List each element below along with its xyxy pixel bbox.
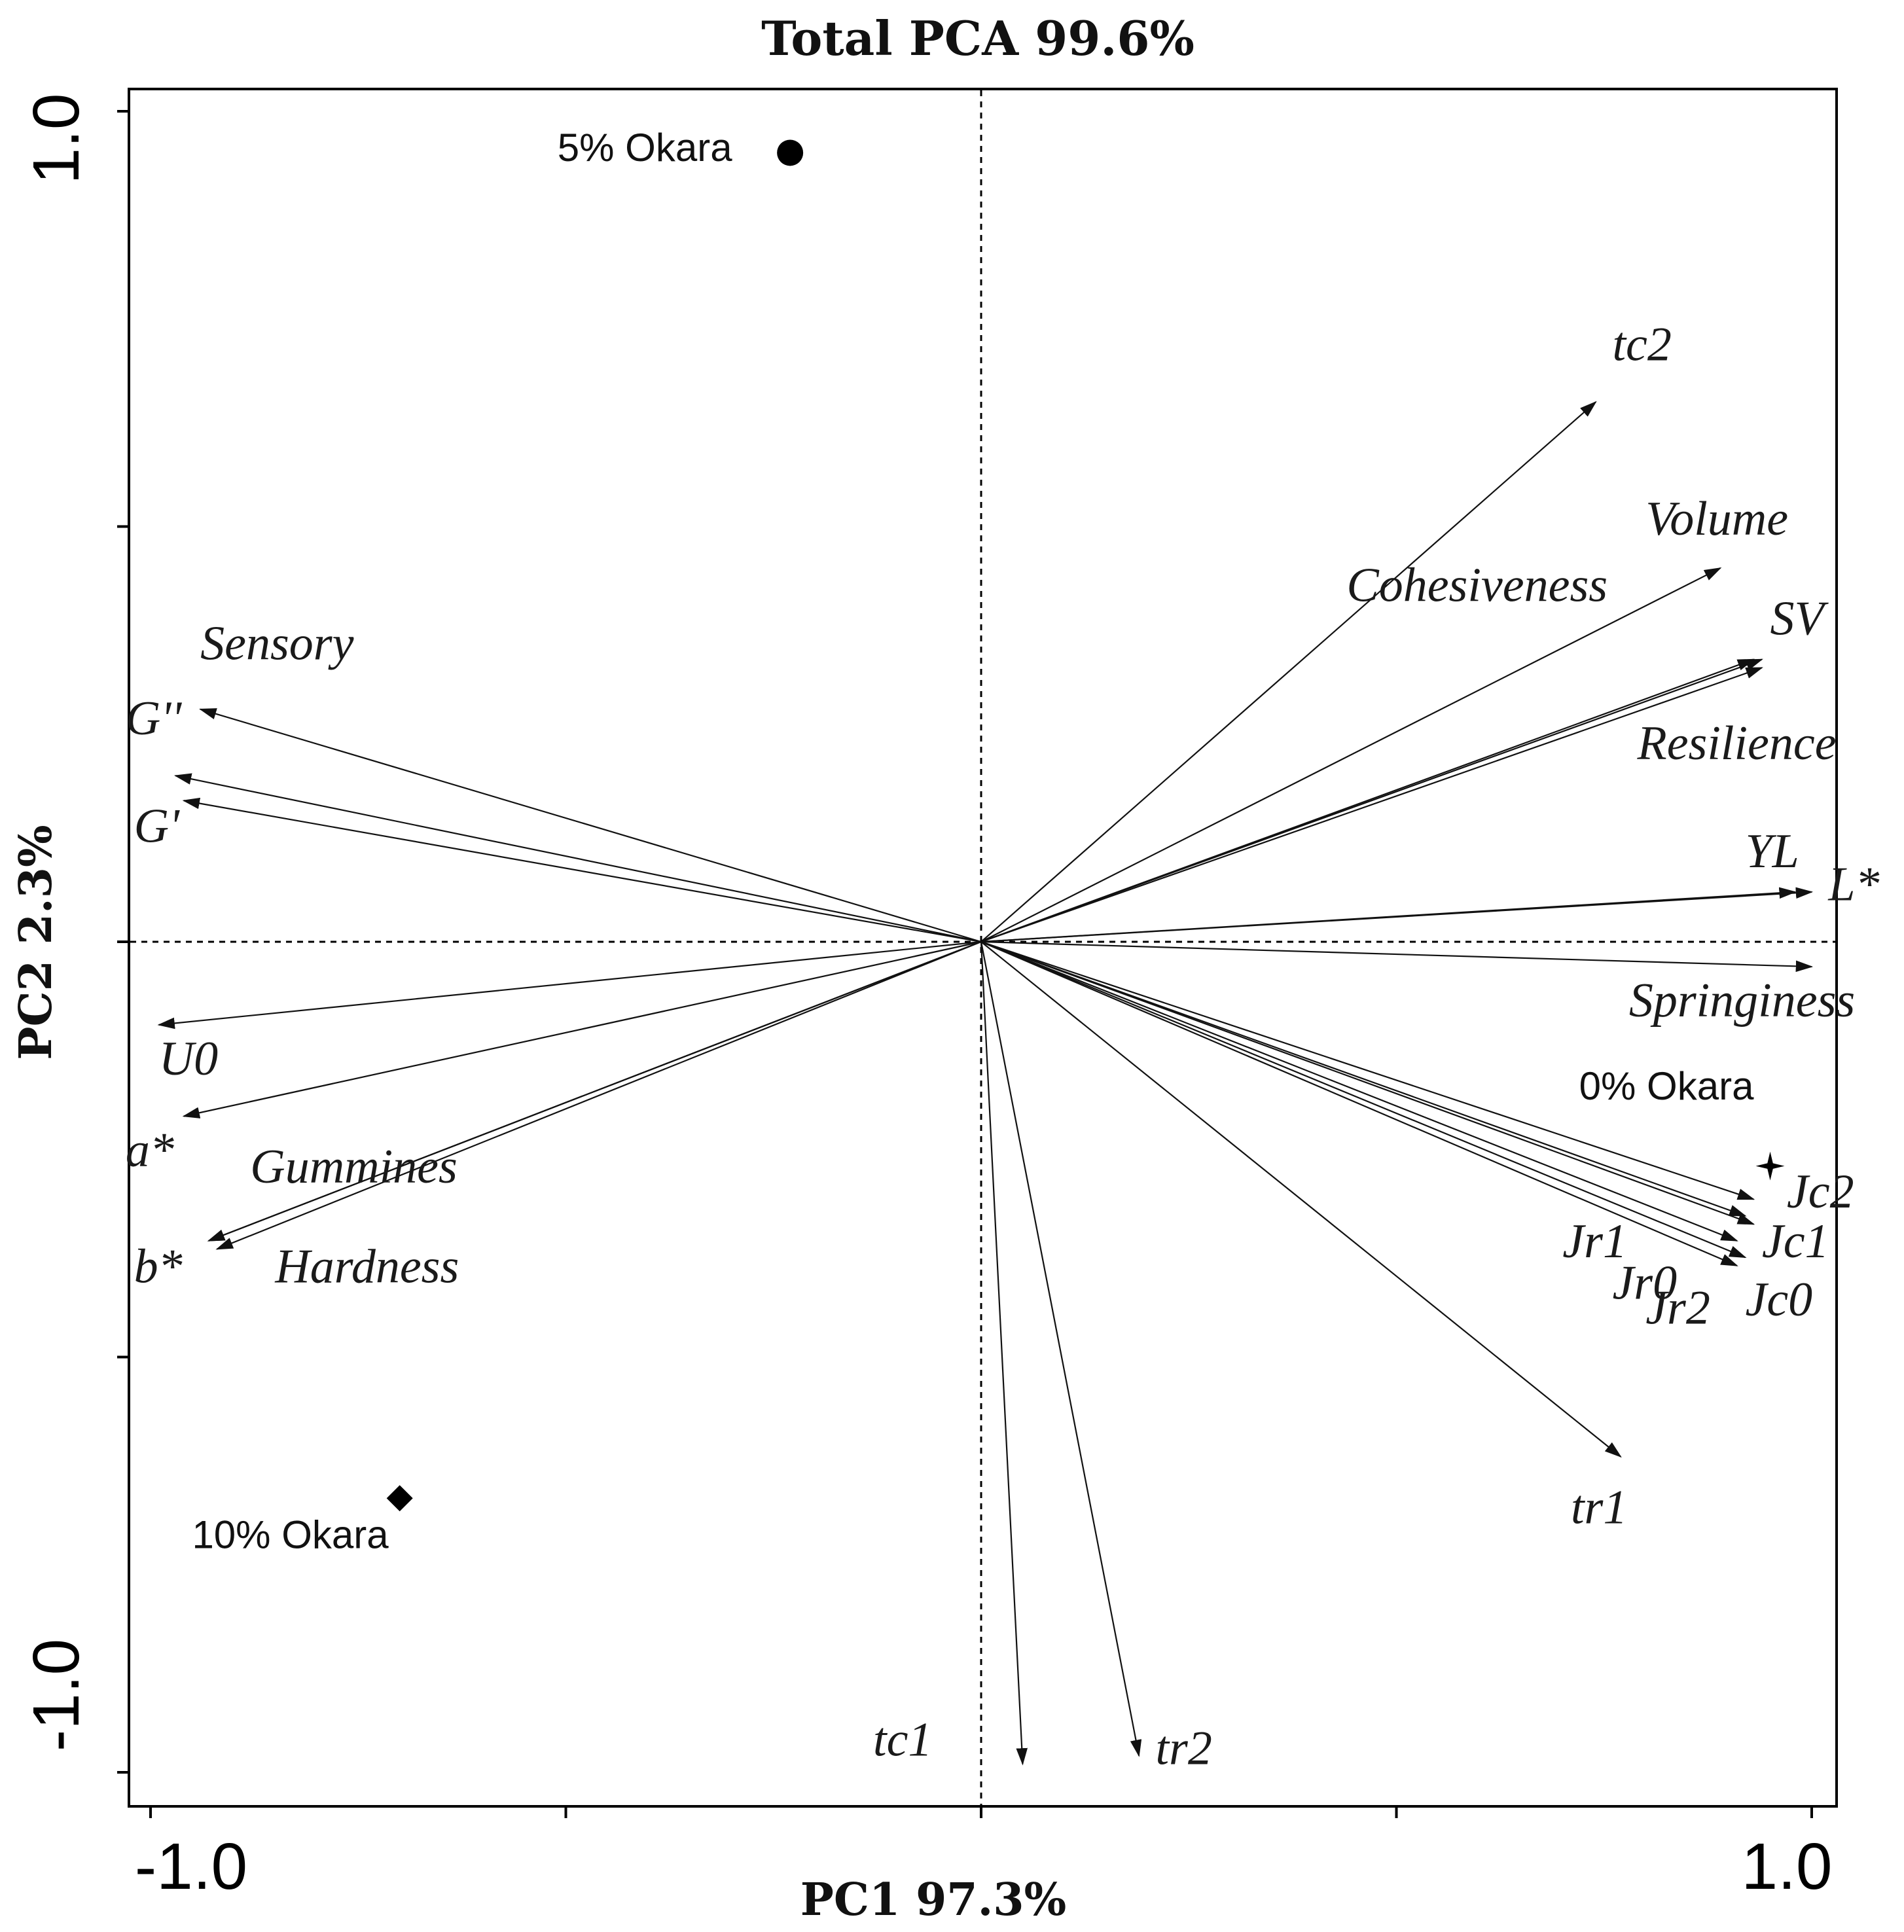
sample-point-5pct-okara — [777, 139, 804, 166]
variable-label-hardness: Hardness — [274, 1240, 459, 1293]
loading-arrow-u0 — [157, 940, 982, 1029]
loading-arrow-hardness — [207, 940, 982, 1242]
loading-arrow-a-star — [182, 940, 982, 1118]
loading-arrow-sensory — [199, 708, 982, 943]
loading-arrow-tr2 — [980, 941, 1142, 1757]
loading-arrow-jr0 — [980, 940, 1738, 1242]
variable-label-u0: U0 — [159, 1032, 218, 1086]
variable-label-tc1: tc1 — [873, 1713, 932, 1767]
loading-arrow-tc1 — [980, 941, 1028, 1766]
sample-points — [386, 139, 1785, 1512]
loading-arrow-jc2 — [980, 940, 1755, 1200]
loading-arrow-g-prime — [182, 797, 982, 943]
loading-arrow-sv — [980, 658, 1763, 943]
loading-arrow-tr1 — [980, 941, 1622, 1458]
loading-arrow-jc1 — [980, 940, 1755, 1225]
variable-label-cohesiveness: Cohesiveness — [1346, 559, 1608, 613]
variable-label-springiness: Springiness — [1629, 974, 1855, 1028]
variable-label-a-star: a* — [126, 1124, 174, 1177]
variable-label-gummines: Gummines — [250, 1140, 458, 1194]
sample-point-10pct-okara — [386, 1485, 413, 1512]
variable-label-sv: SV — [1770, 592, 1829, 645]
chart-title: Total PCA 99.6% — [761, 10, 1194, 66]
variable-label-sensory: Sensory — [200, 617, 353, 671]
sample-label-5pct-okara: 5% Okara — [558, 126, 732, 170]
variable-label-g-prime: G' — [134, 800, 180, 853]
variable-label-g-double-prime: G'' — [126, 692, 182, 745]
variable-label-tc2: tc2 — [1612, 318, 1671, 372]
variable-label-yl: YL — [1745, 825, 1799, 878]
y-axis-title: PC2 2.3% — [10, 825, 62, 1060]
loading-arrow-volume — [980, 567, 1722, 942]
loading-arrow-jr1 — [980, 940, 1747, 1217]
variable-labels: tc2 Volume Cohesiveness SV Resilience YL L* Spr… — [126, 318, 1880, 1776]
loading-arrows — [157, 401, 1814, 1766]
loading-arrow-b-star — [215, 940, 982, 1250]
y-tick-label-min: -1.0 — [20, 1639, 93, 1751]
sample-label-0pct-okara: 0% Okara — [1579, 1064, 1754, 1108]
y-tick-label-max: 1.0 — [20, 93, 93, 184]
loading-arrow-g-double-prime — [173, 773, 982, 943]
plot-frame — [128, 88, 1838, 1808]
sample-labels: 5% Okara 0% Okara 10% Okara — [192, 126, 1754, 1556]
variable-label-jc0: Jc0 — [1745, 1273, 1812, 1327]
loading-arrow-resilience — [980, 667, 1763, 943]
variable-label-jr1: Jr1 — [1562, 1215, 1627, 1268]
variable-label-jc2: Jc2 — [1787, 1165, 1854, 1219]
variable-label-b-star: b* — [134, 1240, 183, 1293]
loading-arrow-l-star — [980, 887, 1814, 943]
variable-label-tr1: tr1 — [1571, 1480, 1627, 1534]
sample-label-10pct-okara: 10% Okara — [192, 1512, 389, 1556]
x-tick-label-max: 1.0 — [1741, 1830, 1832, 1903]
variable-label-volume: Volume — [1645, 492, 1788, 546]
variable-label-jr0: Jr0 — [1612, 1257, 1677, 1310]
x-axis-title: PC1 97.3% — [800, 1874, 1066, 1926]
loading-arrow-jr2 — [980, 940, 1738, 1266]
variable-label-jr2: Jr2 — [1645, 1281, 1710, 1335]
loading-arrow-springiness — [980, 940, 1814, 973]
variable-label-resilience: Resilience — [1637, 717, 1837, 770]
variable-label-jc1: Jc1 — [1762, 1215, 1829, 1268]
variable-label-l-star: L* — [1827, 858, 1879, 912]
sample-point-0pct-okara — [1755, 1151, 1785, 1181]
variable-label-tr2: tr2 — [1155, 1721, 1212, 1775]
axis-ticks — [117, 110, 1813, 1818]
loading-arrow-jc0 — [980, 940, 1747, 1259]
x-tick-label-min: -1.0 — [135, 1830, 247, 1903]
loading-arrow-tc2 — [980, 401, 1597, 942]
